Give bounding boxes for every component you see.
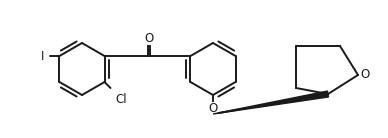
Text: O: O: [208, 103, 218, 116]
Text: O: O: [144, 31, 153, 44]
Polygon shape: [213, 91, 329, 114]
Text: I: I: [41, 50, 45, 63]
Text: Cl: Cl: [116, 93, 127, 106]
Text: O: O: [360, 68, 370, 82]
